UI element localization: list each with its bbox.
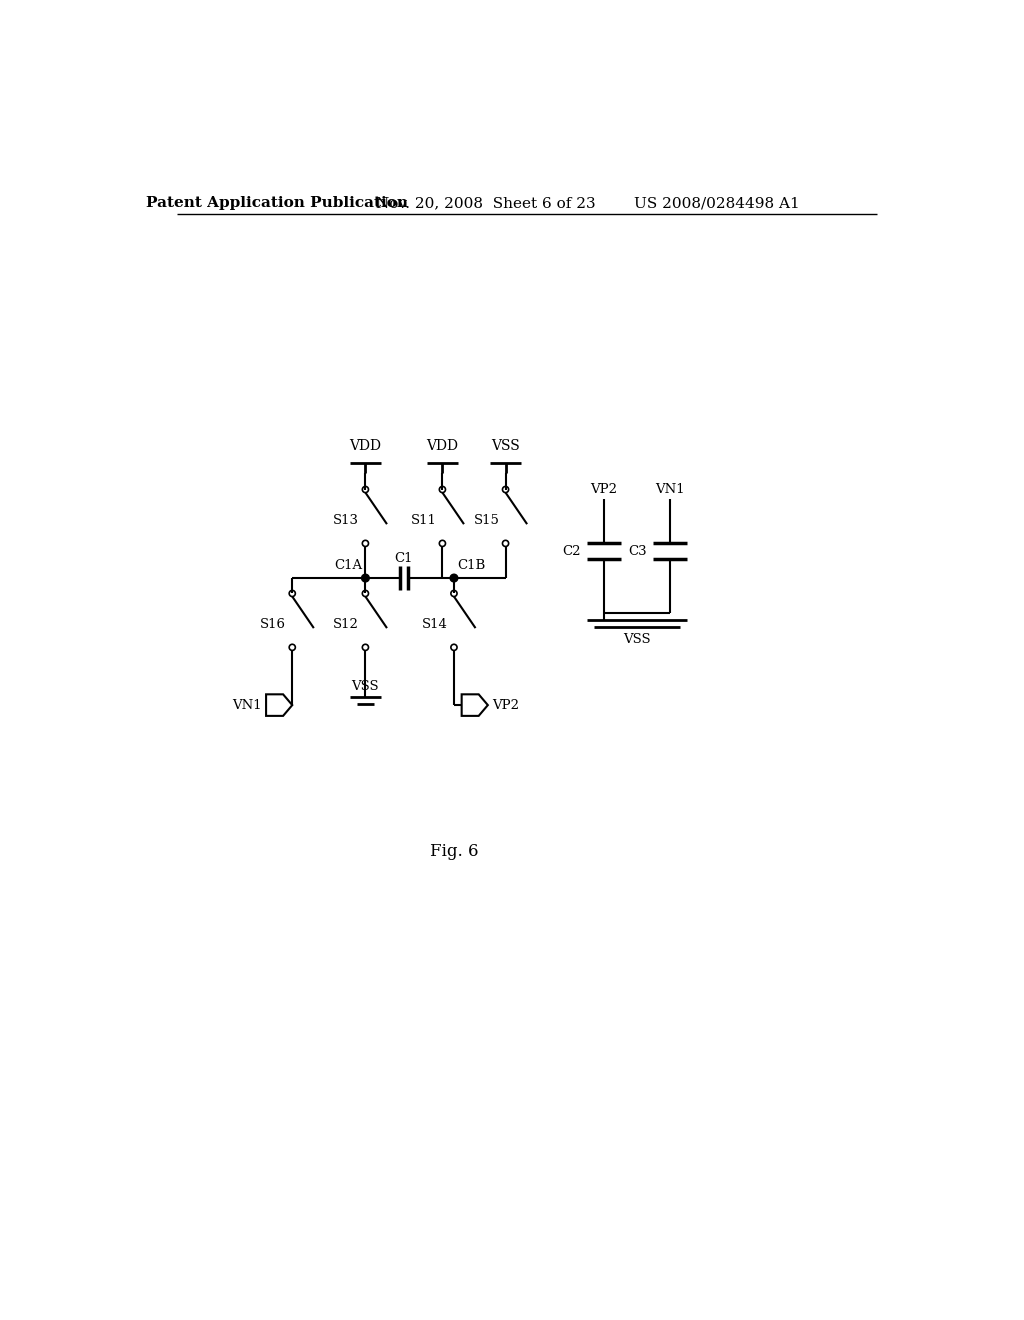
Text: Nov. 20, 2008  Sheet 6 of 23: Nov. 20, 2008 Sheet 6 of 23 xyxy=(377,197,596,210)
Text: C3: C3 xyxy=(628,545,646,557)
Text: US 2008/0284498 A1: US 2008/0284498 A1 xyxy=(635,197,800,210)
Text: VSS: VSS xyxy=(623,634,650,647)
Text: VP2: VP2 xyxy=(591,483,617,496)
Text: VSS: VSS xyxy=(351,680,379,693)
Text: Patent Application Publication: Patent Application Publication xyxy=(145,197,408,210)
Text: C1: C1 xyxy=(394,552,413,565)
Text: C1B: C1B xyxy=(457,560,485,573)
Text: S16: S16 xyxy=(260,618,286,631)
Text: VN1: VN1 xyxy=(654,483,684,496)
Text: S11: S11 xyxy=(411,513,436,527)
Text: VDD: VDD xyxy=(349,438,381,453)
Text: C1A: C1A xyxy=(334,560,362,573)
Text: C2: C2 xyxy=(562,545,581,557)
Text: Fig. 6: Fig. 6 xyxy=(430,843,478,859)
Text: VDD: VDD xyxy=(426,438,459,453)
Text: S15: S15 xyxy=(473,513,500,527)
Text: S14: S14 xyxy=(422,618,447,631)
Circle shape xyxy=(361,574,370,582)
Text: VSS: VSS xyxy=(492,438,520,453)
Text: S12: S12 xyxy=(334,618,359,631)
Text: S13: S13 xyxy=(333,513,359,527)
Text: VP2: VP2 xyxy=(493,698,519,711)
Text: VN1: VN1 xyxy=(231,698,261,711)
Circle shape xyxy=(451,574,458,582)
